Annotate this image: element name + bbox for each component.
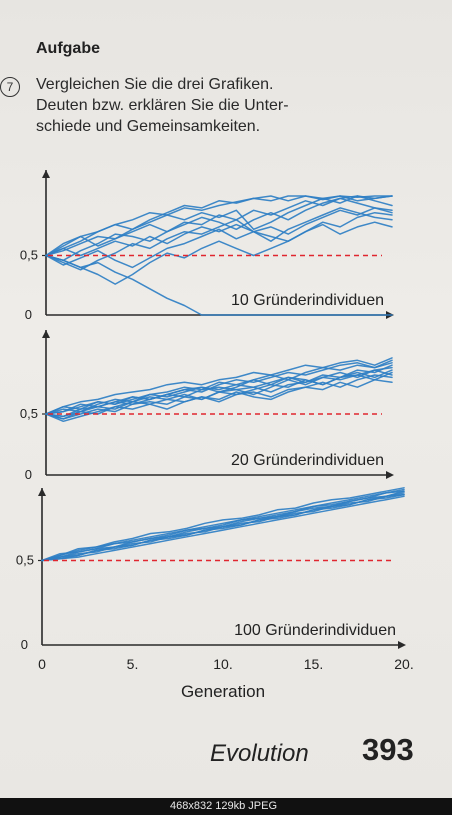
y-tick-label: 0 (25, 307, 32, 322)
y-tick-label: 0 (25, 467, 32, 482)
series-line-2-1 (45, 357, 393, 415)
panel-label-2: 20 Gründerindividuen (231, 452, 384, 469)
series-line-2-4 (45, 369, 393, 418)
x-tick-label: 15. (304, 656, 323, 672)
x-axis-arrow-3 (398, 641, 406, 649)
series-line-2-9 (45, 359, 393, 415)
series-line-3-6 (41, 495, 405, 562)
textbook-page: Aufgabe 7 Vergleichen Sie die drei Grafi… (0, 0, 452, 798)
series-line-1-9 (45, 254, 393, 316)
y-tick-label: 0,5 (20, 406, 38, 421)
series-line-1-7 (45, 207, 393, 269)
series-line-1-8 (45, 221, 393, 285)
task-line-3: schiede und Gemeinsamkeiten. (36, 118, 261, 135)
x-tick-label: 0 (38, 656, 46, 672)
y-tick-label: 0,5 (20, 248, 38, 263)
task-line-1: Vergleichen Sie die drei Grafiken. (36, 76, 274, 93)
x-tick-label: 20. (394, 656, 413, 672)
series-line-1-4 (45, 197, 393, 262)
task-line-2: Deuten bzw. erklären Sie die Unter- (36, 97, 289, 114)
task-number-badge: 7 (0, 77, 20, 97)
series-line-1-6 (45, 195, 393, 257)
footer-chapter-title: Evolution (210, 740, 309, 767)
image-viewer-statusbar: 468x832 129kb JPEG (0, 798, 452, 815)
y-axis-arrow-1 (42, 170, 50, 178)
footer-page-number: 393 (362, 732, 414, 767)
series-line-2-10 (45, 366, 393, 420)
y-tick-label: 0 (21, 637, 28, 652)
series-line-1-5 (45, 207, 393, 271)
series-line-2-6 (45, 374, 393, 423)
series-line-3-7 (41, 487, 405, 562)
series-line-2-8 (45, 379, 393, 418)
x-axis-label: Generation (181, 682, 265, 701)
panel-label-1: 10 Gründerindividuen (231, 292, 384, 309)
image-info: 468x832 129kb JPEG (170, 800, 278, 812)
task-text: Vergleichen Sie die drei Grafiken. Deute… (36, 74, 396, 137)
y-tick-label: 0,5 (16, 553, 34, 568)
x-tick-label: 5. (127, 656, 139, 672)
x-tick-label: 10. (213, 656, 232, 672)
series-line-1-3 (45, 195, 393, 257)
section-heading: Aufgabe (36, 40, 100, 57)
y-axis-arrow-2 (42, 330, 50, 338)
x-axis-arrow-2 (386, 471, 394, 479)
panel-label-3: 100 Gründerindividuen (234, 622, 396, 639)
series-line-3-8 (41, 493, 405, 562)
genetic-drift-figure: 0 0,5 10 Gründerindividuen 0 0,5 20 Gründerin… (16, 170, 413, 701)
series-line-1-10 (45, 211, 393, 257)
y-axis-arrow-3 (38, 488, 46, 496)
